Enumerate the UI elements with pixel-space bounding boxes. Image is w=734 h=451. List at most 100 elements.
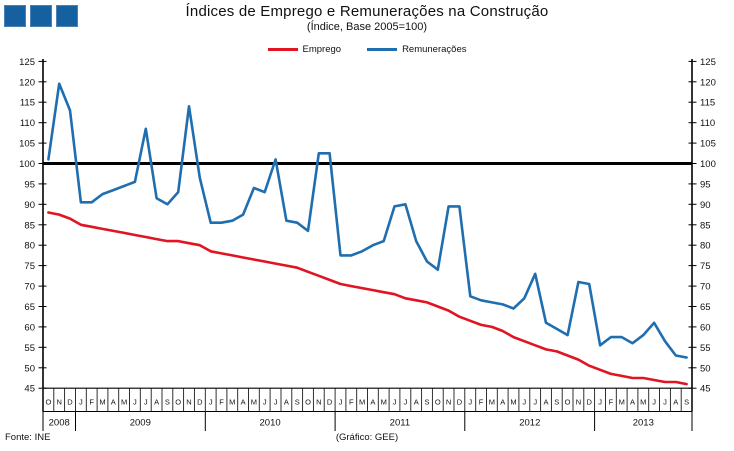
svg-text:A: A [154, 398, 159, 407]
legend-item-remuneracoes: Remunerações [367, 44, 466, 55]
y-axis-ticks: 45 45 50 50 55 55 60 60 65 65 70 70 75 75 80 80 85 85 90 90… [19, 57, 716, 395]
svg-text:110: 110 [700, 118, 715, 129]
svg-text:95: 95 [700, 179, 711, 190]
svg-text:70: 70 [700, 282, 711, 293]
svg-text:55: 55 [24, 343, 35, 354]
svg-text:J: J [522, 398, 526, 407]
svg-text:F: F [479, 398, 484, 407]
svg-text:45: 45 [24, 384, 35, 395]
svg-text:90: 90 [700, 200, 711, 211]
chart-legend: Emprego Remunerações [0, 44, 734, 55]
remuneracoes-line-swatch [367, 48, 398, 51]
svg-text:S: S [684, 398, 689, 407]
emprego-line-swatch [267, 48, 298, 51]
logo-square [4, 5, 26, 27]
svg-text:60: 60 [700, 322, 711, 333]
chart-subtitle: (Índice, Base 2005=100) [306, 21, 428, 33]
svg-text:M: M [359, 398, 365, 407]
svg-text:A: A [414, 398, 419, 407]
svg-text:115: 115 [700, 98, 715, 109]
svg-text:2008: 2008 [49, 418, 70, 429]
svg-text:60: 60 [24, 322, 35, 333]
svg-text:S: S [424, 398, 429, 407]
svg-text:2009: 2009 [130, 418, 151, 429]
svg-text:125: 125 [19, 57, 35, 68]
svg-text:M: M [251, 398, 257, 407]
year-axis: 2008 2009 2010 2011 2012 2013 [42, 411, 693, 431]
svg-text:A: A [370, 398, 375, 407]
svg-text:O: O [45, 398, 51, 407]
svg-text:90: 90 [24, 200, 35, 211]
chart-title: Índices de Emprego e Remunerações na Con… [185, 3, 549, 20]
svg-text:105: 105 [700, 139, 716, 150]
svg-text:85: 85 [24, 220, 35, 231]
svg-text:S: S [295, 398, 300, 407]
svg-text:55: 55 [700, 343, 711, 354]
svg-text:A: A [543, 398, 548, 407]
svg-text:M: M [489, 398, 495, 407]
svg-text:O: O [435, 398, 441, 407]
svg-text:J: J [79, 398, 83, 407]
svg-text:125: 125 [700, 57, 716, 68]
svg-text:85: 85 [700, 220, 711, 231]
svg-text:2013: 2013 [633, 418, 654, 429]
logo-square [30, 5, 52, 27]
svg-text:F: F [89, 398, 94, 407]
svg-text:J: J [598, 398, 602, 407]
svg-text:A: A [630, 398, 635, 407]
legend-item-emprego: Emprego [267, 44, 342, 55]
svg-text:O: O [175, 398, 181, 407]
svg-text:M: M [640, 398, 646, 407]
svg-text:A: A [241, 398, 246, 407]
logo-squares [4, 5, 78, 27]
svg-text:N: N [316, 398, 321, 407]
svg-text:M: M [381, 398, 387, 407]
svg-text:J: J [274, 398, 278, 407]
svg-text:D: D [67, 398, 73, 407]
svg-text:M: M [229, 398, 235, 407]
svg-text:F: F [609, 398, 614, 407]
legend-label-emprego: Emprego [302, 44, 342, 55]
svg-text:J: J [533, 398, 537, 407]
svg-text:D: D [457, 398, 463, 407]
svg-text:N: N [56, 398, 61, 407]
svg-text:100: 100 [700, 159, 716, 170]
svg-text:M: M [510, 398, 516, 407]
svg-text:M: M [619, 398, 625, 407]
svg-text:120: 120 [19, 77, 35, 88]
svg-text:110: 110 [20, 118, 35, 129]
svg-text:100: 100 [19, 159, 35, 170]
legend-label-remuneracoes: Remunerações [402, 44, 467, 55]
svg-text:J: J [209, 398, 213, 407]
svg-text:D: D [197, 398, 203, 407]
svg-text:F: F [219, 398, 224, 407]
svg-text:A: A [284, 398, 289, 407]
svg-text:J: J [404, 398, 408, 407]
svg-text:50: 50 [700, 363, 711, 374]
svg-text:2011: 2011 [390, 418, 410, 429]
emprego-line [47, 211, 688, 386]
svg-text:115: 115 [20, 98, 35, 109]
svg-text:J: J [339, 398, 343, 407]
svg-text:45: 45 [700, 384, 711, 395]
svg-text:D: D [586, 398, 592, 407]
svg-text:O: O [305, 398, 311, 407]
svg-text:80: 80 [700, 241, 711, 252]
svg-text:S: S [165, 398, 170, 407]
svg-text:J: J [263, 398, 267, 407]
svg-text:F: F [349, 398, 354, 407]
svg-text:N: N [186, 398, 191, 407]
svg-text:2010: 2010 [260, 418, 281, 429]
logo-square [56, 5, 78, 27]
svg-text:2012: 2012 [519, 418, 540, 429]
svg-text:J: J [468, 398, 472, 407]
svg-text:65: 65 [24, 302, 35, 313]
credit-note: (Gráfico: GEE) [335, 432, 399, 443]
svg-text:J: J [652, 398, 656, 407]
svg-text:N: N [576, 398, 581, 407]
svg-text:N: N [446, 398, 451, 407]
svg-text:120: 120 [700, 77, 716, 88]
